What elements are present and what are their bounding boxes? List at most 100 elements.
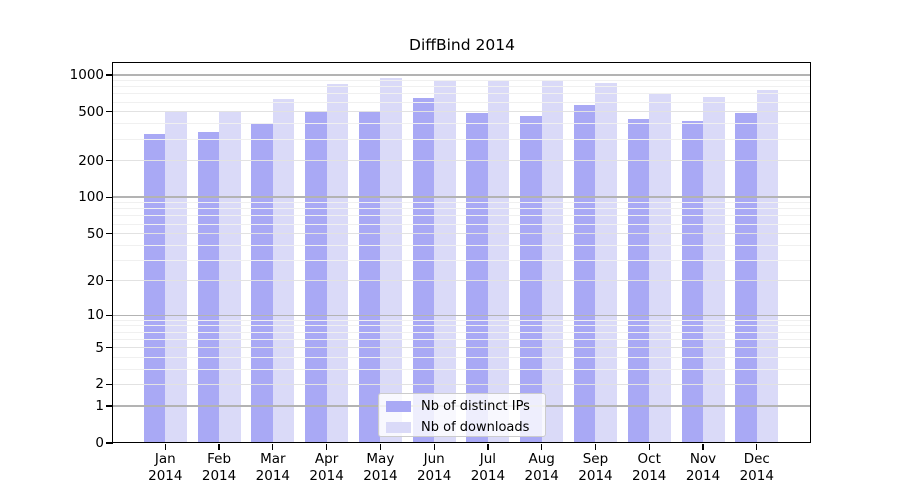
x-tick-label-month: May (366, 451, 395, 467)
x-tick-label-month: Nov (689, 451, 717, 467)
gridline-60 (113, 223, 810, 225)
x-tick-label-feb: Feb 2014 (191, 451, 247, 485)
x-tick-jun (433, 443, 435, 450)
y-tick-label-1: 1 (95, 398, 104, 415)
x-tick-nov (702, 443, 704, 450)
bar-downloads-jun (434, 79, 456, 442)
gridline-100 (113, 196, 810, 198)
bar-downloads-apr (326, 83, 349, 442)
x-tick-jan (164, 443, 166, 450)
bar-distinct-ips-apr (305, 111, 327, 442)
x-tick-label-month: Apr (314, 451, 339, 467)
gridline-80 (113, 208, 810, 210)
x-tick-label-year: 2014 (309, 468, 344, 484)
bar-distinct-ips-nov (681, 121, 703, 442)
y-tick-label-20: 20 (86, 272, 104, 289)
gridline-30 (113, 259, 810, 261)
gridline-5 (113, 347, 810, 349)
legend-label-downloads: Nb of downloads (421, 419, 530, 435)
bar-downloads-jan (165, 111, 187, 442)
gridline-10 (113, 314, 810, 316)
y-tick-label-5: 5 (95, 339, 104, 356)
x-tick-label-aug: Aug 2014 (514, 451, 570, 485)
legend-item-distinct-ips: Nb of distinct IPs (386, 398, 545, 414)
bar-downloads-feb (219, 110, 241, 442)
bar-distinct-ips-may (358, 111, 381, 442)
y-tick-label-500: 500 (78, 103, 104, 120)
x-tick-label-month: Aug (528, 451, 555, 467)
y-tick-label-2: 2 (95, 376, 104, 393)
bar-distinct-ips-jun (412, 97, 435, 442)
x-tick-apr (326, 443, 328, 450)
x-tick-label-may: May 2014 (352, 451, 408, 485)
x-tick-dec (756, 443, 758, 450)
gridline-900 (113, 80, 810, 82)
gridline-8 (113, 325, 810, 327)
x-tick-feb (218, 443, 220, 450)
gridline-400 (113, 123, 810, 125)
x-tick-label-month: Feb (207, 451, 232, 467)
x-tick-label-dec: Dec 2014 (729, 451, 785, 485)
legend-label-distinct-ips: Nb of distinct IPs (421, 398, 530, 414)
x-tick-label-year: 2014 (685, 468, 721, 484)
gridline-70 (113, 215, 810, 217)
x-tick-label-year: 2014 (739, 468, 774, 484)
x-tick-label-jun: Jun 2014 (406, 451, 462, 485)
y-tick-label-50: 50 (86, 225, 104, 242)
bar-downloads-nov (703, 97, 725, 442)
legend-item-downloads: Nb of downloads (386, 419, 545, 435)
bar-distinct-ips-sep (573, 104, 596, 442)
gridline-2 (113, 383, 810, 385)
gridline-700 (113, 93, 810, 95)
bar-distinct-ips-mar (251, 123, 273, 442)
x-tick-label-apr: Apr 2014 (299, 451, 355, 485)
y-tick-label-1000: 1000 (69, 66, 104, 83)
bar-downloads-jul (487, 79, 510, 442)
chart-title: DiffBind 2014 (409, 36, 515, 54)
gridline-40 (113, 244, 810, 246)
gridline-3 (113, 368, 810, 370)
bar-distinct-ips-feb (197, 132, 220, 442)
x-tick-label-jul: Jul 2014 (460, 451, 516, 485)
x-tick-label-nov: Nov 2014 (675, 451, 731, 485)
x-tick-label-year: 2014 (416, 468, 452, 484)
legend-swatch-distinct-ips (386, 400, 411, 412)
gridline-6 (113, 338, 810, 340)
x-tick-label-month: Sep (582, 451, 609, 467)
gridline-7 (113, 331, 810, 333)
y-tick-label-10: 10 (86, 307, 104, 324)
x-tick-label-mar: Mar 2014 (245, 451, 301, 485)
x-tick-label-month: Dec (743, 451, 770, 467)
gridline-9 (113, 319, 810, 321)
x-tick-oct (648, 443, 650, 450)
y-tick-label-100: 100 (78, 189, 104, 206)
x-tick-aug (541, 443, 543, 450)
x-tick-label-month: Jan (154, 451, 176, 467)
gridline-1000 (113, 74, 810, 76)
x-tick-label-jan: Jan 2014 (137, 451, 193, 485)
x-tick-mar (272, 443, 274, 450)
x-tick-label-year: 2014 (148, 468, 183, 484)
y-tick-label-0: 0 (95, 435, 104, 451)
bar-downloads-mar (272, 98, 295, 442)
bar-distinct-ips-jan (143, 133, 166, 442)
x-tick-label-year: 2014 (255, 468, 290, 484)
bar-distinct-ips-dec (735, 113, 757, 442)
gridline-300 (113, 138, 810, 140)
x-tick-label-month: Jul (479, 451, 497, 467)
bar-downloads-aug (541, 80, 564, 442)
x-tick-may (379, 443, 381, 450)
plot-area (112, 62, 811, 443)
gridline-500 (113, 111, 810, 113)
y-tick-label-200: 200 (78, 152, 104, 169)
gridline-800 (113, 86, 810, 88)
gridline-600 (113, 101, 810, 103)
x-tick-label-month: Jun (423, 451, 445, 467)
x-tick-jul (487, 443, 489, 450)
bar-distinct-ips-jul (466, 113, 488, 442)
x-tick-label-year: 2014 (363, 468, 398, 484)
x-tick-label-month: Mar (260, 451, 286, 467)
bar-downloads-dec (756, 90, 779, 442)
legend: Nb of distinct IPs Nb of downloads (378, 393, 546, 437)
x-tick-sep (594, 443, 597, 450)
